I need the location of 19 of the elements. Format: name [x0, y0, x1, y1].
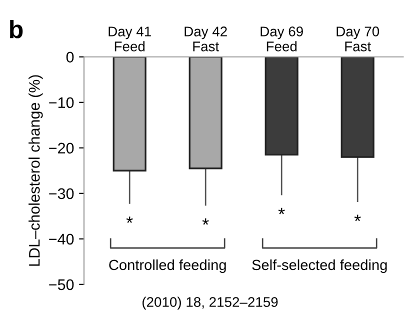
text: (2010) 18, 2152–2159	[142, 296, 278, 310]
x-tick-label: Day 70 Fast	[336, 26, 380, 52]
annotation: *	[202, 218, 209, 225]
x-tick-label: Day 69 Feed	[260, 26, 303, 52]
annotation: *	[278, 208, 285, 214]
annotation: *	[126, 216, 133, 223]
annotation: *	[354, 214, 361, 222]
x-tick-label: Day 42 Fast	[184, 26, 227, 52]
y-tick-label: −10	[49, 97, 74, 108]
annotation: Self-selected feeding	[252, 259, 387, 273]
y-tick-label: −40	[49, 234, 74, 245]
y-tick-label: −20	[49, 142, 74, 154]
x-tick-label: Day 41 Feed	[108, 26, 151, 52]
y-axis-title: LDL–cholesterol change (%)	[28, 75, 43, 266]
y-tick-label: −50	[49, 279, 74, 290]
annotation: Controlled feeding	[109, 259, 226, 273]
chart-title: b	[10, 20, 23, 38]
y-tick-label: 0	[66, 52, 74, 63]
y-tick-label: −30	[49, 188, 74, 200]
